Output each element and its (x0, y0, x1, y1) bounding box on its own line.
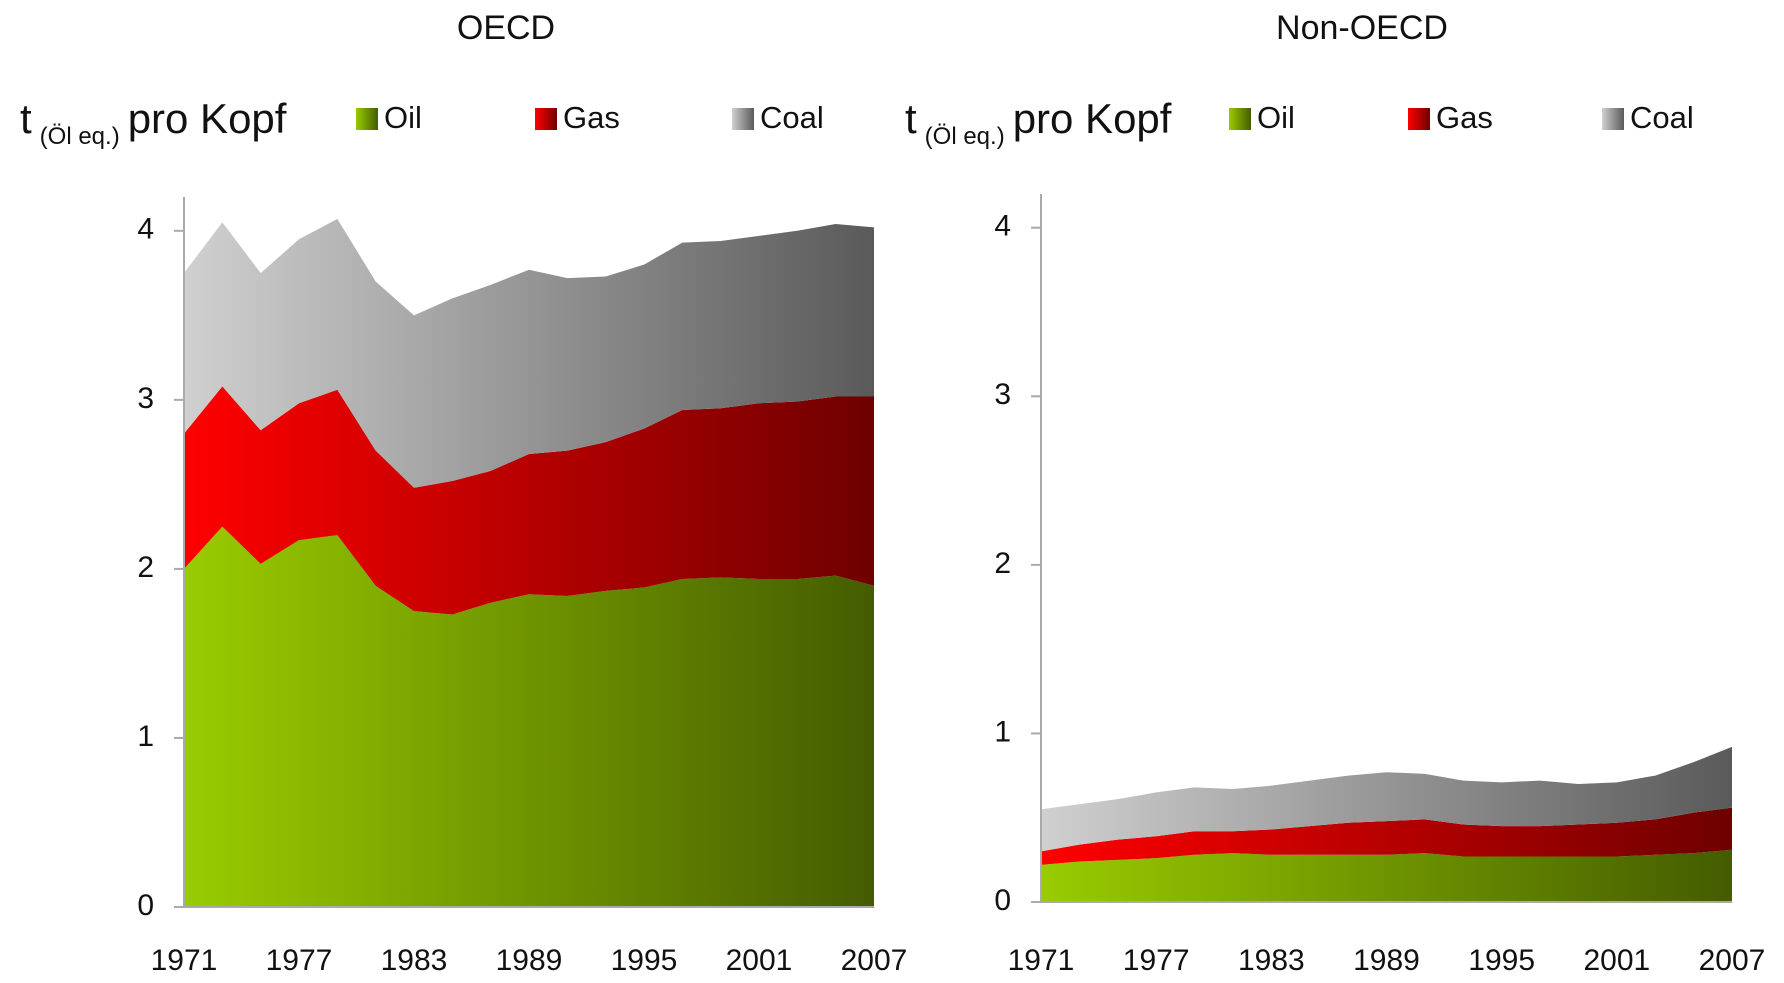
legend-swatch (732, 108, 754, 130)
y-label-part: pro Kopf (128, 95, 287, 142)
y-tick-label: 0 (137, 889, 154, 922)
x-tick-label: 1995 (1468, 944, 1535, 977)
y-tick-label: 1 (994, 715, 1011, 748)
y-tick-label: 3 (137, 382, 154, 415)
y-label-part: (Öl eq.) (925, 123, 1005, 150)
x-tick-label: 1983 (381, 944, 448, 977)
x-tick-label: 2001 (726, 944, 793, 977)
y-label-part: t (20, 95, 32, 142)
legend-label: Coal (760, 100, 824, 135)
legend-label: Oil (1257, 100, 1295, 135)
x-tick-label: 1977 (266, 944, 333, 977)
x-tick-label: 1971 (1008, 944, 1075, 977)
y-label-part: t (905, 95, 917, 142)
area (184, 218, 874, 488)
y-label-part: pro Kopf (1013, 95, 1172, 142)
area (1041, 849, 1732, 902)
y-tick-label: 2 (137, 551, 154, 584)
legend-swatch (1602, 108, 1624, 130)
legend-swatch (535, 108, 557, 130)
x-tick-label: 1989 (1353, 944, 1420, 977)
x-tick-label: 1971 (151, 944, 218, 977)
y-tick-label: 2 (994, 547, 1011, 580)
y-tick-label: 4 (137, 213, 154, 246)
legend-label: Gas (563, 100, 620, 135)
x-tick-label: 1983 (1238, 944, 1305, 977)
area (1041, 807, 1732, 865)
y-axis-label: t (Öl eq.) pro Kopf (905, 95, 1172, 150)
x-tick-label: 1977 (1123, 944, 1190, 977)
legend-label: Coal (1630, 100, 1694, 135)
chart-title: Non-OECD (1276, 9, 1448, 47)
area (184, 526, 874, 907)
y-tick-label: 1 (137, 720, 154, 753)
x-tick-label: 2007 (1699, 944, 1766, 977)
legend-label: Gas (1436, 100, 1493, 135)
legend-swatch (1229, 108, 1251, 130)
y-tick-label: 4 (994, 210, 1011, 243)
x-tick-label: 2007 (841, 944, 908, 977)
legend-swatch (1408, 108, 1430, 130)
chart-title: OECD (457, 9, 555, 47)
legend-swatch (356, 108, 378, 130)
area (184, 386, 874, 615)
legend-label: Oil (384, 100, 422, 135)
y-tick-label: 0 (994, 884, 1011, 917)
area (1041, 746, 1732, 852)
y-label-part: (Öl eq.) (40, 123, 120, 150)
x-tick-label: 1989 (496, 944, 563, 977)
x-tick-label: 1995 (611, 944, 678, 977)
y-axis-label: t (Öl eq.) pro Kopf (20, 95, 287, 150)
x-tick-label: 2001 (1583, 944, 1650, 977)
y-tick-label: 3 (994, 378, 1011, 411)
